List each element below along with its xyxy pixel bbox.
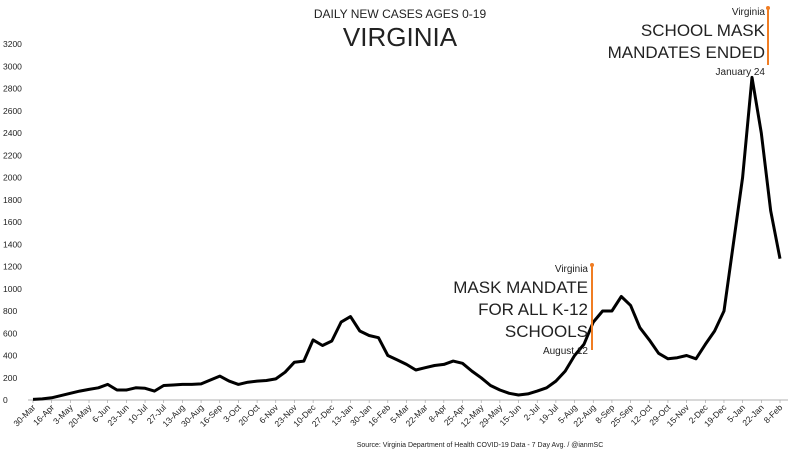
y-tick-label: 2200 xyxy=(3,150,22,160)
y-tick-label: 2600 xyxy=(3,106,22,116)
annotation-place: Virginia xyxy=(732,7,766,18)
x-tick-label: 10-Jul xyxy=(126,402,150,426)
annotation-place: Virginia xyxy=(555,264,589,275)
y-tick-label: 2800 xyxy=(3,84,22,94)
y-tick-label: 3000 xyxy=(3,61,22,71)
y-tick-label: 600 xyxy=(3,328,17,338)
annotation-dot xyxy=(766,6,770,10)
series-line xyxy=(32,75,782,401)
annotation-date: August 12 xyxy=(543,346,588,357)
x-tick-label: 15-Jun xyxy=(498,402,524,428)
annotation-text: MANDATES ENDED xyxy=(608,43,765,62)
y-tick-label: 800 xyxy=(3,306,17,316)
x-tick-label: 16-Apr xyxy=(31,402,56,427)
y-tick-label: 1800 xyxy=(3,195,22,205)
y-tick-label: 2400 xyxy=(3,128,22,138)
y-tick-label: 1000 xyxy=(3,284,22,294)
chart-subtitle: VIRGINIA xyxy=(343,22,458,52)
annotation-text: SCHOOL MASK xyxy=(641,21,766,40)
annotation-text: MASK MANDATE xyxy=(453,278,588,297)
x-tick-label: 8-Feb xyxy=(762,402,785,425)
annotation-text: FOR ALL K-12 xyxy=(478,300,588,319)
y-tick-label: 400 xyxy=(3,351,17,361)
x-tick-label: 22-Jan xyxy=(740,402,766,428)
y-tick-label: 0 xyxy=(3,395,8,405)
y-tick-label: 2000 xyxy=(3,173,22,183)
y-tick-label: 1200 xyxy=(3,262,22,272)
x-tick-label: 20-Oct xyxy=(236,402,262,428)
annotation-date: January 24 xyxy=(716,67,766,78)
y-tick-label: 200 xyxy=(3,373,17,383)
x-tick-label: 19-Jul xyxy=(537,402,561,426)
annotation-dot xyxy=(590,263,594,267)
x-tick-label: 30-Mar xyxy=(11,402,37,428)
y-tick-label: 1600 xyxy=(3,217,22,227)
y-tick-label: 1400 xyxy=(3,239,22,249)
y-tick-label: 3200 xyxy=(3,39,22,49)
x-tick-label: 23-Jun xyxy=(105,402,131,428)
source-note: Source: Virginia Department of Health CO… xyxy=(357,442,604,449)
annotation-text: SCHOOLS xyxy=(505,322,588,341)
chart-title: DAILY NEW CASES AGES 0-19 xyxy=(314,7,487,21)
